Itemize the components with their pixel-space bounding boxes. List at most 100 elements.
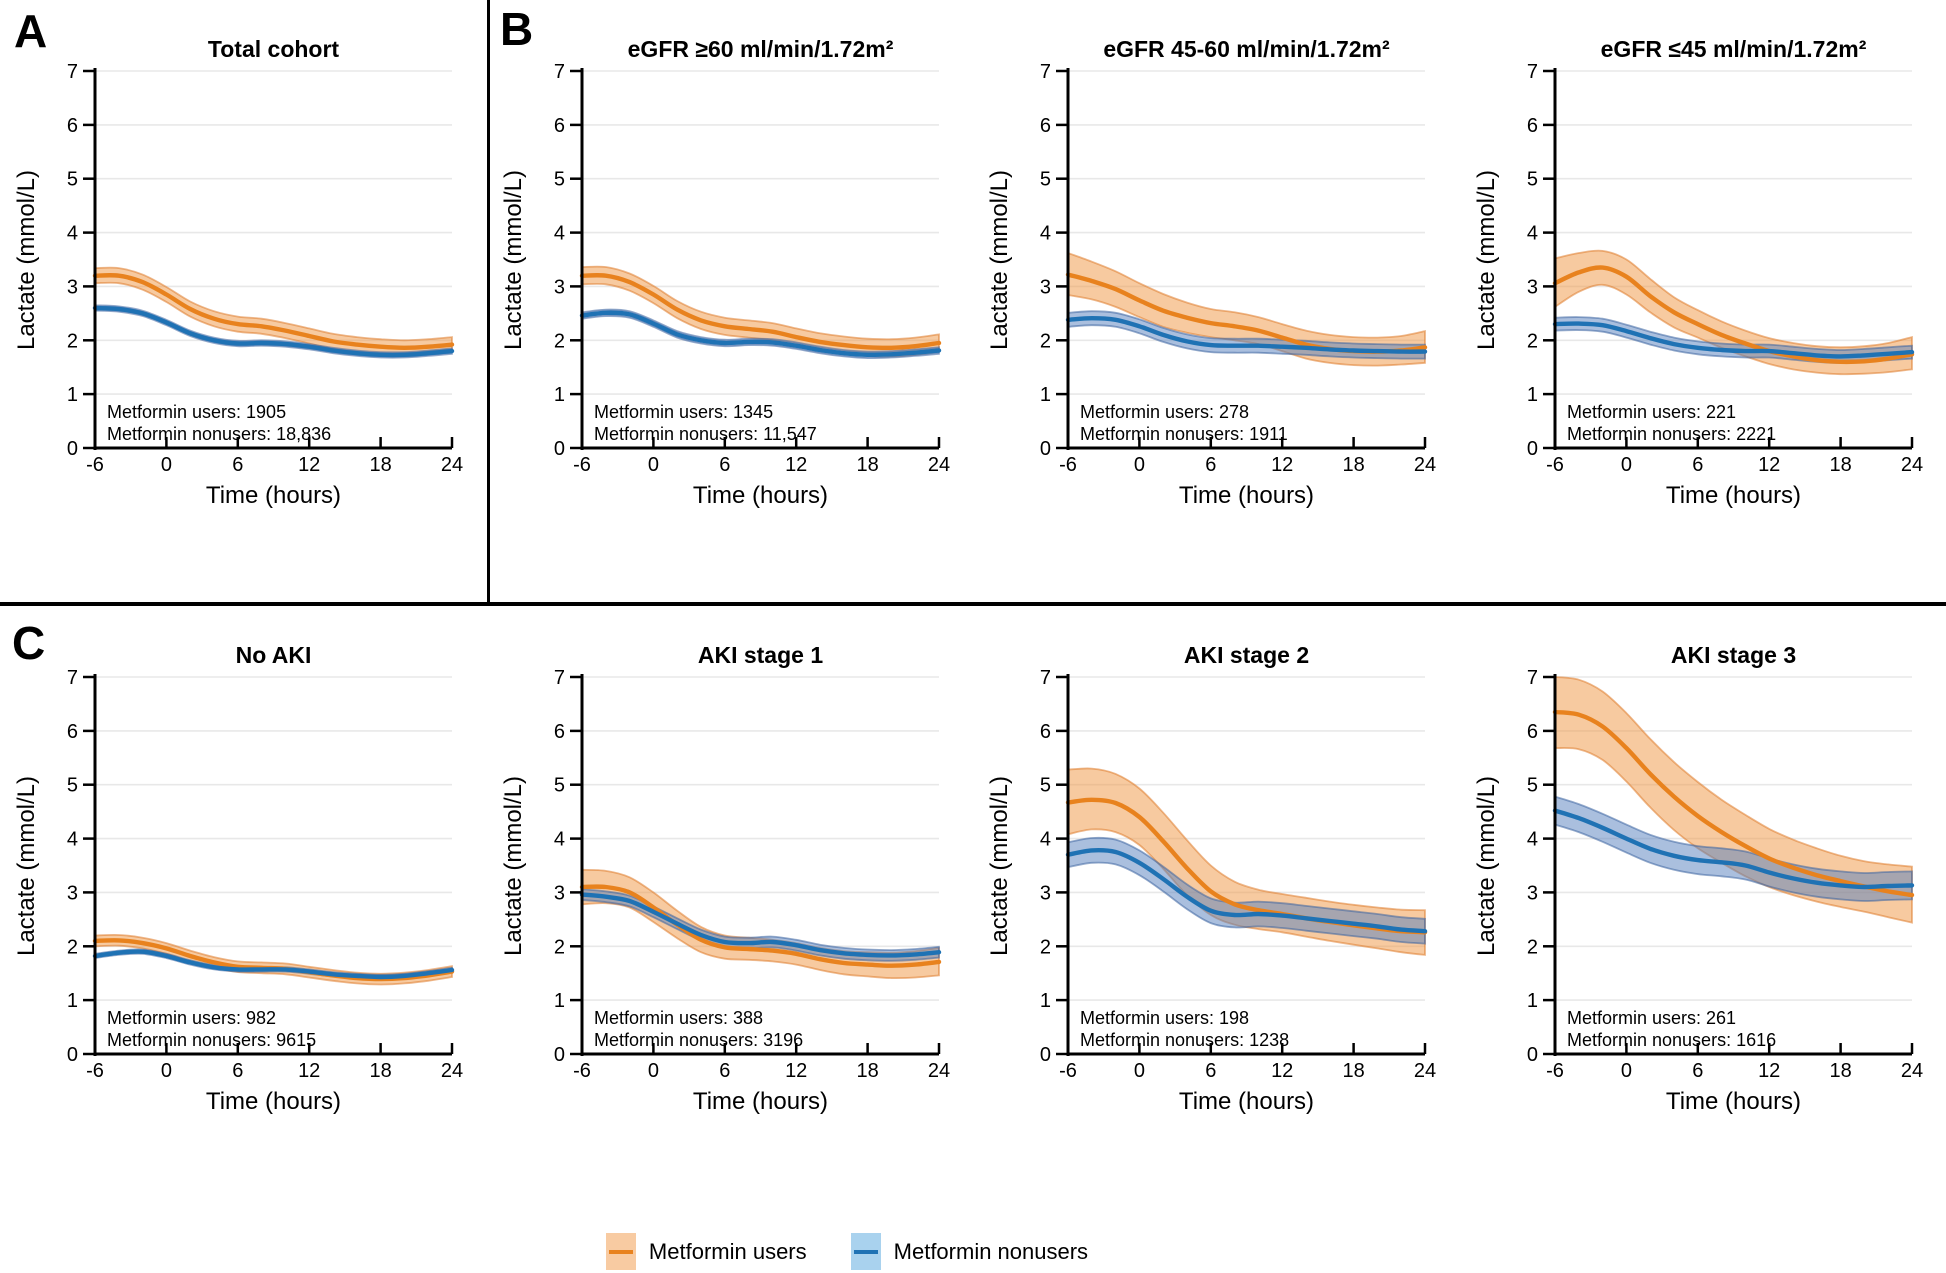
svg-text:6: 6	[1692, 1060, 1703, 1082]
svg-text:2: 2	[1040, 936, 1051, 958]
svg-text:4: 4	[67, 223, 78, 245]
svg-text:2: 2	[1526, 936, 1537, 958]
svg-text:4: 4	[553, 223, 564, 245]
svg-text:0: 0	[647, 1060, 658, 1082]
chart-cell-egfr-le45: 0 1 2 3 4 5 6 7 -6 0 6 12 18 24 eGFR ≤45 ml/min/1.72m…	[1460, 0, 1946, 515]
svg-text:3: 3	[553, 276, 564, 298]
svg-text:6: 6	[1526, 721, 1537, 743]
svg-text:6: 6	[719, 454, 730, 476]
svg-text:12: 12	[298, 454, 320, 476]
svg-text:24: 24	[1414, 1060, 1436, 1082]
svg-text:2: 2	[553, 330, 564, 352]
annotation-users: Metformin users: 388	[594, 1008, 763, 1028]
svg-text:5: 5	[1040, 775, 1051, 797]
svg-text:0: 0	[1620, 454, 1631, 476]
chart-cell-aki-stage-2: 0 1 2 3 4 5 6 7 -6 0 6 12 18 24 AKI stage 2 Lactate (…	[973, 606, 1460, 1121]
svg-text:18: 18	[369, 1060, 391, 1082]
panel-label-a: A	[14, 5, 48, 57]
svg-text:18: 18	[369, 454, 391, 476]
x-axis-label: Time (hours)	[206, 1088, 341, 1115]
svg-text:0: 0	[553, 1044, 564, 1066]
svg-text:6: 6	[232, 1060, 243, 1082]
annotation-nonusers: Metformin nonusers: 11,547	[594, 424, 817, 444]
svg-text:2: 2	[67, 936, 78, 958]
svg-text:7: 7	[1526, 667, 1537, 689]
svg-text:-6: -6	[1059, 454, 1077, 476]
svg-text:3: 3	[1526, 276, 1537, 298]
chart-cell-aki-stage-1: 0 1 2 3 4 5 6 7 -6 0 6 12 18 24 AKI stage 1 Lactate (…	[487, 606, 974, 1121]
svg-text:0: 0	[161, 454, 172, 476]
svg-text:4: 4	[67, 829, 78, 851]
svg-text:5: 5	[67, 169, 78, 191]
svg-text:3: 3	[1040, 276, 1051, 298]
svg-text:12: 12	[1271, 454, 1293, 476]
annotation-nonusers: Metformin nonusers: 1238	[1080, 1030, 1289, 1050]
annotation-users: Metformin users: 1905	[107, 402, 286, 422]
y-axis-label: Lactate (mmol/L)	[1473, 170, 1500, 350]
chart-title: AKI stage 1	[697, 642, 822, 668]
svg-text:6: 6	[1526, 115, 1537, 137]
svg-text:18: 18	[1342, 1060, 1364, 1082]
chart-title: eGFR 45-60 ml/min/1.72m²	[1103, 36, 1390, 62]
annotation-users: Metformin users: 198	[1080, 1008, 1249, 1028]
svg-text:1: 1	[1526, 384, 1537, 406]
svg-text:6: 6	[1205, 454, 1216, 476]
svg-text:1: 1	[1040, 384, 1051, 406]
svg-text:7: 7	[553, 667, 564, 689]
annotation-users: Metformin users: 1345	[594, 402, 773, 422]
y-axis-label: Lactate (mmol/L)	[986, 170, 1013, 350]
svg-text:-6: -6	[573, 1060, 591, 1082]
annotation-users: Metformin users: 278	[1080, 402, 1249, 422]
svg-text:-6: -6	[1546, 454, 1564, 476]
x-axis-label: Time (hours)	[1665, 1088, 1800, 1115]
svg-text:5: 5	[67, 775, 78, 797]
annotation-nonusers: Metformin nonusers: 18,836	[107, 424, 331, 444]
svg-text:-6: -6	[1546, 1060, 1564, 1082]
x-axis-label: Time (hours)	[692, 482, 827, 509]
svg-text:-6: -6	[86, 454, 104, 476]
svg-text:18: 18	[856, 454, 878, 476]
annotation-nonusers: Metformin nonusers: 2221	[1567, 424, 1776, 444]
svg-text:3: 3	[67, 882, 78, 904]
panel-divider-horizontal	[0, 602, 1946, 606]
annotation-nonusers: Metformin nonusers: 1911	[1080, 424, 1288, 444]
svg-text:6: 6	[67, 721, 78, 743]
legend-label: Metformin users	[648, 1238, 807, 1264]
bottom-row: 0 1 2 3 4 5 6 7 -6 0 6 12 18 24 No AKI Lactate (mmol/…	[0, 606, 1946, 1121]
svg-text:7: 7	[1040, 61, 1051, 83]
svg-text:18: 18	[856, 1060, 878, 1082]
chart-cell-no-aki: 0 1 2 3 4 5 6 7 -6 0 6 12 18 24 No AKI Lactate (mmol/…	[0, 606, 487, 1121]
svg-text:1: 1	[553, 990, 564, 1012]
annotation-users: Metformin users: 221	[1567, 402, 1736, 422]
x-axis-label: Time (hours)	[1179, 1088, 1314, 1115]
top-row: 0 1 2 3 4 5 6 7 -6 0 6 12 18 24 Total cohort Lactate …	[0, 0, 1946, 515]
chart-cell-aki-stage-3: 0 1 2 3 4 5 6 7 -6 0 6 12 18 24 AKI stage 3 Lactate (…	[1460, 606, 1946, 1121]
svg-text:3: 3	[67, 276, 78, 298]
y-axis-label: Lactate (mmol/L)	[986, 776, 1013, 956]
svg-text:24: 24	[927, 454, 949, 476]
svg-text:12: 12	[298, 1060, 320, 1082]
metformin-users-line-sample	[608, 1249, 633, 1254]
svg-text:0: 0	[1134, 1060, 1145, 1082]
svg-text:5: 5	[1526, 775, 1537, 797]
chart-cell-egfr-ge60: 0 1 2 3 4 5 6 7 -6 0 6 12 18 24 eGFR ≥60 ml/min/1.72m…	[487, 0, 974, 515]
svg-text:4: 4	[1040, 829, 1051, 851]
svg-text:5: 5	[553, 169, 564, 191]
svg-text:4: 4	[1040, 223, 1051, 245]
svg-text:0: 0	[1040, 438, 1051, 460]
svg-text:5: 5	[553, 775, 564, 797]
svg-text:3: 3	[553, 882, 564, 904]
svg-text:5: 5	[1526, 169, 1537, 191]
metformin-nonusers-swatch	[850, 1233, 881, 1270]
svg-text:4: 4	[553, 829, 564, 851]
svg-text:12: 12	[785, 1060, 807, 1082]
svg-text:6: 6	[67, 115, 78, 137]
svg-text:18: 18	[1342, 454, 1364, 476]
svg-text:1: 1	[553, 384, 564, 406]
